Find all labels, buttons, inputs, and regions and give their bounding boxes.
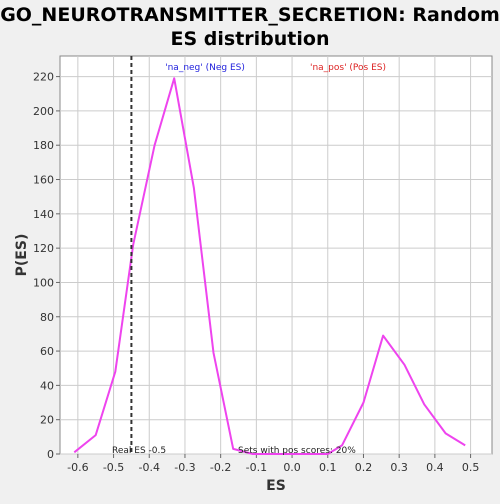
real-es-label: Real ES -0.5 [112,446,166,456]
series-layer [73,77,466,455]
y-tick-label: 0 [47,448,54,461]
x-tick-label: 0.4 [426,461,444,474]
x-tick-label: -0.5 [103,461,124,474]
y-tick-label: 140 [33,208,54,221]
neg-es-label: 'na_neg' (Neg ES) [165,63,245,73]
y-tick-label: 200 [33,105,54,118]
chart-title-line1: GO_NEUROTRANSMITTER_SECRETION: Random [0,4,500,26]
x-tick-label: 0.0 [283,461,301,474]
y-tick-label: 120 [33,242,54,255]
x-axis-title: ES [266,478,286,494]
y-axis-title: P(ES) [14,234,30,277]
y-tick-label: 40 [40,379,54,392]
y-tick-label: 20 [40,414,54,427]
x-tick-label: -0.1 [246,461,267,474]
x-tick-label: -0.6 [67,461,88,474]
y-tick-label: 60 [40,345,54,358]
plot-area [59,55,493,455]
es-distribution-line [73,77,466,455]
pos-scores-label: Sets with pos scores: 20% [238,446,356,456]
x-tick-label: 0.2 [355,461,373,474]
pos-es-label: 'na_pos' (Pos ES) [310,63,386,73]
ticks: 0 20 40 60 80 100 120 140 160 180 200 220 -0.6 -0.5 -0… [33,71,479,474]
y-tick-label: 160 [33,174,54,187]
y-tick-label: 80 [40,311,54,324]
y-tick-label: 100 [33,276,54,289]
x-tick-label: -0.3 [174,461,195,474]
x-tick-label: 0.1 [319,461,337,474]
y-tick-label: 180 [33,139,54,152]
x-tick-label: 0.5 [462,461,480,474]
chart-title-line2: ES distribution [171,28,330,50]
x-tick-label: 0.3 [390,461,408,474]
x-tick-label: -0.4 [139,461,160,474]
y-tick-label: 220 [33,71,54,84]
x-tick-label: -0.2 [210,461,231,474]
